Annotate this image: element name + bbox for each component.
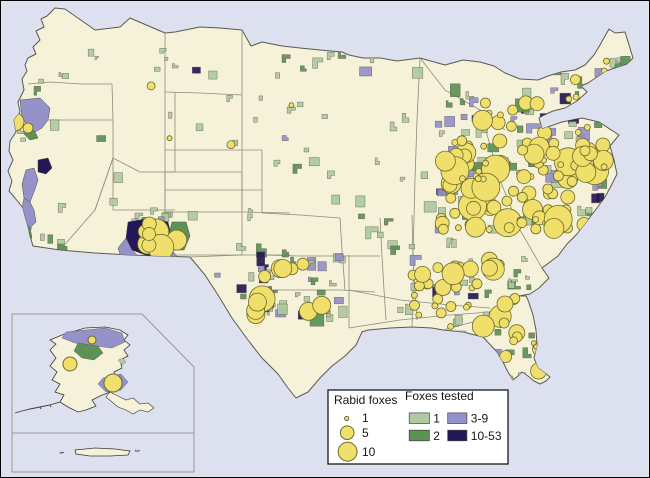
svg-text:Foxes tested: Foxes tested: [405, 389, 474, 403]
svg-text:10: 10: [362, 445, 376, 459]
svg-text:5: 5: [362, 426, 369, 440]
svg-text:3-9: 3-9: [471, 412, 489, 426]
svg-text:2: 2: [433, 429, 440, 443]
svg-text:1: 1: [362, 411, 369, 425]
svg-text:Rabid foxes: Rabid foxes: [334, 393, 397, 407]
svg-text:10-53: 10-53: [471, 429, 502, 443]
svg-text:1: 1: [433, 412, 440, 426]
